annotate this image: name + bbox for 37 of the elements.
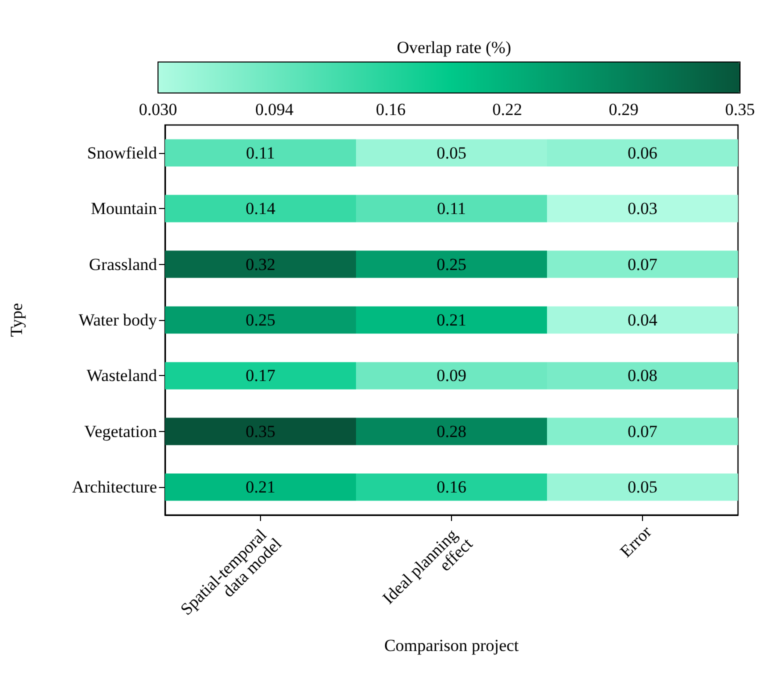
data-label: 0.05	[628, 478, 658, 497]
y-tick-label: Mountain	[90, 199, 158, 218]
data-label: 0.32	[246, 254, 276, 274]
color-bar-label: 0.35	[725, 100, 755, 119]
data-label: 0.16	[436, 478, 466, 497]
data-label: 0.11	[246, 143, 276, 162]
data-label: 0.14	[246, 199, 276, 218]
data-label: 0.11	[436, 199, 466, 218]
y-tick-label: Snowfield	[87, 143, 158, 162]
color-bar-label: 0.16	[376, 100, 406, 119]
data-label: 0.08	[628, 366, 658, 386]
data-label: 0.25	[246, 310, 276, 330]
color-bar-label: 0.094	[255, 100, 294, 119]
y-tick-label: Water body	[78, 310, 158, 330]
y-tick-label: Wasteland	[86, 366, 158, 386]
data-label: 0.07	[628, 422, 658, 441]
data-label: 0.03	[628, 199, 658, 218]
data-label: 0.04	[628, 310, 658, 330]
data-label: 0.35	[246, 422, 276, 441]
data-label: 0.25	[436, 254, 466, 274]
color-bar-label: 0.29	[608, 100, 638, 119]
y-tick-label: Architecture	[72, 478, 157, 497]
y-axis-title: Type	[7, 303, 26, 337]
data-label: 0.17	[246, 366, 276, 386]
data-label: 0.28	[436, 422, 466, 441]
data-label: 0.06	[628, 143, 658, 162]
data-label: 0.21	[436, 310, 466, 330]
x-axis-title: Comparison project	[384, 636, 520, 656]
color-bar-label: 0.22	[492, 100, 522, 119]
data-label: 0.21	[246, 478, 276, 497]
data-label: 0.05	[436, 143, 466, 162]
y-tick-label: Grassland	[89, 254, 158, 274]
color-bar-label: 0.030	[138, 100, 178, 119]
data-label: 0.09	[436, 366, 466, 386]
color-bar-title: Overlap rate (%)	[396, 38, 512, 57]
data-label: 0.07	[628, 254, 658, 274]
y-tick-label: Vegetation	[84, 422, 158, 441]
